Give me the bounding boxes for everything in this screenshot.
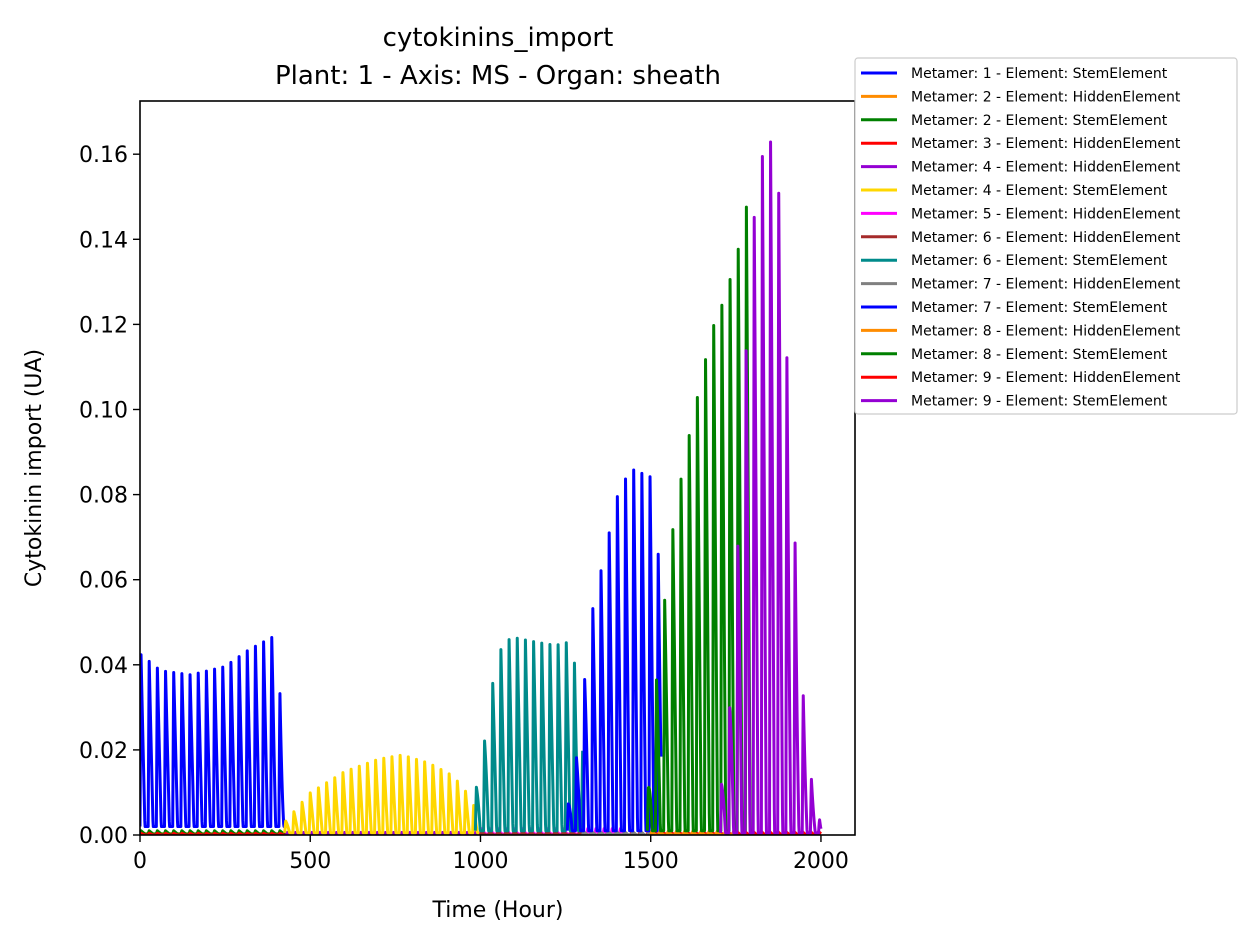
y-tick-label: 0.04: [79, 654, 128, 679]
series-line-15: [719, 140, 823, 835]
legend-label: Metamer: 6 - Element: StemElement: [911, 253, 1168, 269]
x-tick-label: 1000: [452, 849, 508, 874]
legend-label: Metamer: 2 - Element: HiddenElement: [911, 89, 1181, 105]
series-line-8: [479, 830, 584, 835]
legend-label: Metamer: 3 - Element: HiddenElement: [911, 136, 1181, 152]
legend-label: Metamer: 4 - Element: HiddenElement: [911, 160, 1181, 176]
y-tick-label: 0.08: [79, 484, 128, 509]
y-axis-label: Cytokinin import (UA): [22, 349, 47, 587]
legend-label: Metamer: 8 - Element: StemElement: [911, 347, 1168, 363]
plot-frame: [139, 100, 856, 836]
legend-label: Metamer: 4 - Element: StemElement: [911, 183, 1168, 199]
legend-label: Metamer: 9 - Element: StemElement: [911, 394, 1168, 410]
legend-label: Metamer: 2 - Element: StemElement: [911, 113, 1168, 129]
x-tick-label: 500: [289, 849, 331, 874]
y-tick-label: 0.00: [79, 824, 128, 849]
legend: Metamer: 1 - Element: StemElement Metamer…: [854, 57, 1238, 415]
chart-subtitle: Plant: 1 - Axis: MS - Organ: sheath: [275, 61, 721, 91]
series-line-9: [473, 636, 585, 833]
x-tick-label: 1500: [623, 849, 679, 874]
series-line-13: [645, 205, 755, 833]
legend-frame: [854, 57, 1238, 415]
y-tick-label: 0.12: [79, 313, 128, 338]
x-tick-label: 2000: [793, 849, 849, 874]
legend-label: Metamer: 1 - Element: StemElement: [911, 66, 1168, 82]
legend-label: Metamer: 6 - Element: HiddenElement: [911, 230, 1181, 246]
chart-title: cytokinins_import: [383, 23, 614, 53]
x-axis-label: Time (Hour): [432, 898, 564, 923]
series-line-6: [283, 753, 482, 835]
legend-label: Metamer: 9 - Element: HiddenElement: [911, 370, 1181, 386]
legend-label: Metamer: 7 - Element: StemElement: [911, 300, 1168, 316]
legend-label: Metamer: 5 - Element: HiddenElement: [911, 206, 1181, 222]
legend-label: Metamer: 8 - Element: HiddenElement: [911, 323, 1181, 339]
y-tick-label: 0.06: [79, 569, 128, 594]
x-tick-label: 0: [133, 849, 147, 874]
series-line-11: [565, 468, 663, 833]
x-axis: 0 500 1000 1500 2000: [133, 835, 849, 874]
legend-label: Metamer: 7 - Element: HiddenElement: [911, 277, 1181, 293]
y-tick-label: 0.16: [79, 143, 128, 168]
y-tick-label: 0.02: [79, 739, 128, 764]
y-axis: 0.00 0.02 0.04 0.06 0.08 0.10 0.12 0.14 0.16: [79, 143, 140, 849]
series-line-1: [140, 636, 288, 828]
y-tick-label: 0.14: [79, 228, 128, 253]
y-tick-label: 0.10: [79, 398, 128, 423]
